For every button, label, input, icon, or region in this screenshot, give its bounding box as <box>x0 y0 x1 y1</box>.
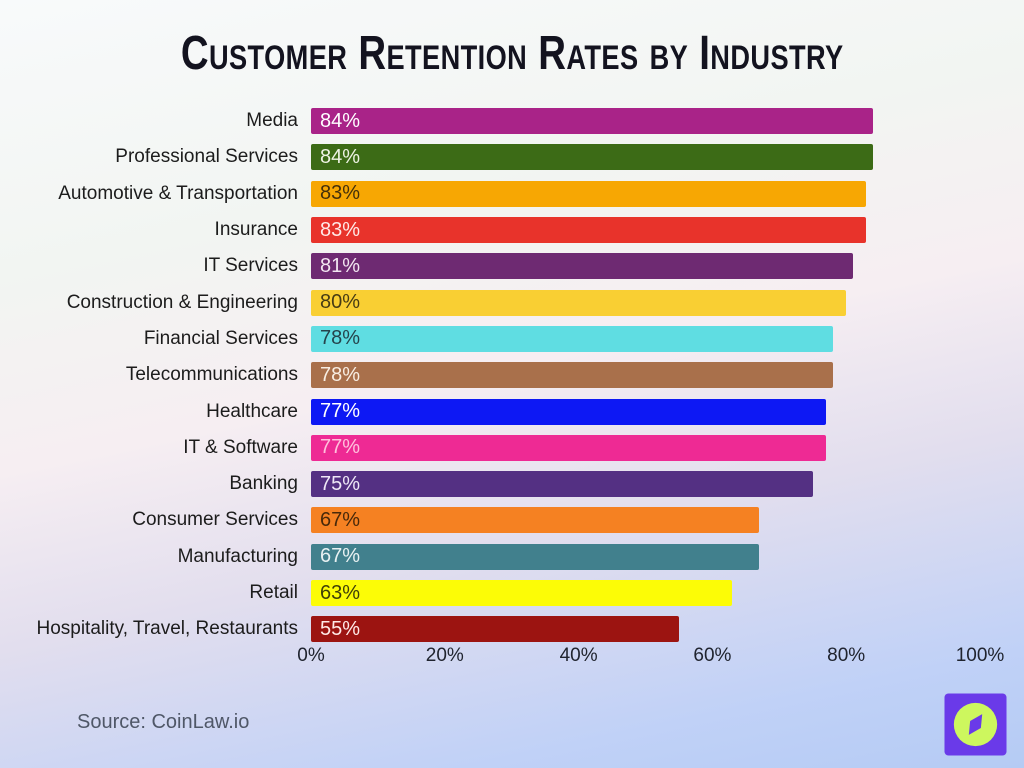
bar-value-label: 63% <box>320 581 361 604</box>
x-axis-tick: 20% <box>425 645 464 666</box>
bar: 78% <box>311 325 833 352</box>
bar-track: 80% <box>311 289 980 316</box>
category-label: Healthcare <box>206 400 298 422</box>
bar-track: 67% <box>311 507 980 534</box>
chart-row: Media 84% <box>0 103 980 139</box>
chart-row: Banking 75% <box>0 466 980 502</box>
page-title: Customer Retention Rates by Industry <box>0 26 1024 81</box>
chart-row: Retail 63% <box>0 575 980 611</box>
page-title-text: Customer Retention Rates by Industry <box>180 27 844 80</box>
bar-value-label: 78% <box>320 327 361 350</box>
category-label: Media <box>246 110 298 132</box>
bar-value-label: 81% <box>320 254 361 277</box>
category-label: Construction & Engineering <box>66 291 298 313</box>
bar-value-label: 84% <box>320 109 361 132</box>
bar: 77% <box>311 434 827 461</box>
x-axis-tick: 80% <box>827 645 866 666</box>
bar-track: 75% <box>311 471 980 498</box>
chart-row: Insurance 83% <box>0 212 980 248</box>
bar-value-label: 77% <box>320 436 361 459</box>
bar-track: 63% <box>311 580 980 606</box>
bar-value-label: 75% <box>320 472 361 495</box>
bar-track: 55% <box>311 616 980 643</box>
category-label: Telecommunications <box>125 364 298 386</box>
chart-row: IT Services 81% <box>0 248 980 284</box>
category-label: Consumer Services <box>132 509 298 531</box>
bar-value-label: 83% <box>320 218 361 241</box>
category-label: IT Services <box>203 255 298 277</box>
bar-value-label: 84% <box>320 145 361 168</box>
bar: 84% <box>311 144 873 171</box>
chart-row: IT & Software 77% <box>0 430 980 466</box>
bar-value-label: 55% <box>320 617 361 640</box>
category-label: Automotive & Transportation <box>58 182 298 204</box>
bar-track: 83% <box>311 217 980 244</box>
bar-track: 83% <box>311 180 980 207</box>
chart-row: Telecommunications 78% <box>0 357 980 393</box>
bar-track: 81% <box>311 253 980 280</box>
bar: 81% <box>311 253 853 280</box>
chart-row: Construction & Engineering 80% <box>0 284 980 320</box>
bar: 83% <box>311 217 867 244</box>
bar: 67% <box>311 507 760 534</box>
x-axis-tick: 40% <box>559 645 598 666</box>
x-axis-tick: 60% <box>693 645 732 666</box>
chart-row: Healthcare 77% <box>0 393 980 429</box>
category-label: Professional Services <box>115 146 298 168</box>
chart-row: Financial Services 78% <box>0 321 980 357</box>
category-label: Hospitality, Travel, Restaurants <box>36 618 298 640</box>
compass-icon <box>944 693 1007 756</box>
x-axis: 0% 20% 40% 60% 80% 100% <box>297 645 1004 673</box>
bar-value-label: 78% <box>320 363 361 386</box>
chart-row: Manufacturing 67% <box>0 539 980 575</box>
category-label: Insurance <box>214 219 298 241</box>
bar: 78% <box>311 362 833 389</box>
category-label: Retail <box>249 582 298 603</box>
category-label: Financial Services <box>143 327 298 349</box>
bar-value-label: 67% <box>320 508 361 531</box>
bar-track: 78% <box>311 325 980 352</box>
category-label: IT & Software <box>183 436 298 458</box>
bar-value-label: 80% <box>320 291 361 314</box>
bar-track: 77% <box>311 398 980 425</box>
bar-value-label: 77% <box>320 400 361 423</box>
bar-track: 84% <box>311 108 980 135</box>
bar-track: 67% <box>311 543 980 570</box>
x-axis-tick: 0% <box>297 645 325 666</box>
chart-row: Automotive & Transportation 83% <box>0 176 980 212</box>
bar-value-label: 67% <box>320 545 361 568</box>
category-label: Manufacturing <box>177 545 298 567</box>
x-axis-tick: 100% <box>955 645 1005 666</box>
bar: 84% <box>311 108 873 135</box>
category-label: Banking <box>229 473 298 495</box>
bar-track: 77% <box>311 434 980 461</box>
chart-rows: Media 84% Professional Services 84% Automoti… <box>0 103 980 647</box>
bar-track: 78% <box>311 362 980 389</box>
bar-value-label: 83% <box>320 182 361 205</box>
coinlaw-logo <box>944 693 1007 756</box>
bar: 75% <box>311 471 813 498</box>
source-credit: Source: CoinLaw.io <box>77 711 250 733</box>
bar: 83% <box>311 180 867 207</box>
bar: 63% <box>311 580 733 606</box>
chart-row: Hospitality, Travel, Restaurants 55% <box>0 611 980 647</box>
bar: 80% <box>311 289 847 316</box>
bar: 77% <box>311 398 827 425</box>
bar-track: 84% <box>311 144 980 171</box>
bar: 67% <box>311 543 760 570</box>
bar: 55% <box>311 616 679 643</box>
chart-row: Professional Services 84% <box>0 139 980 175</box>
chart-row: Consumer Services 67% <box>0 502 980 538</box>
